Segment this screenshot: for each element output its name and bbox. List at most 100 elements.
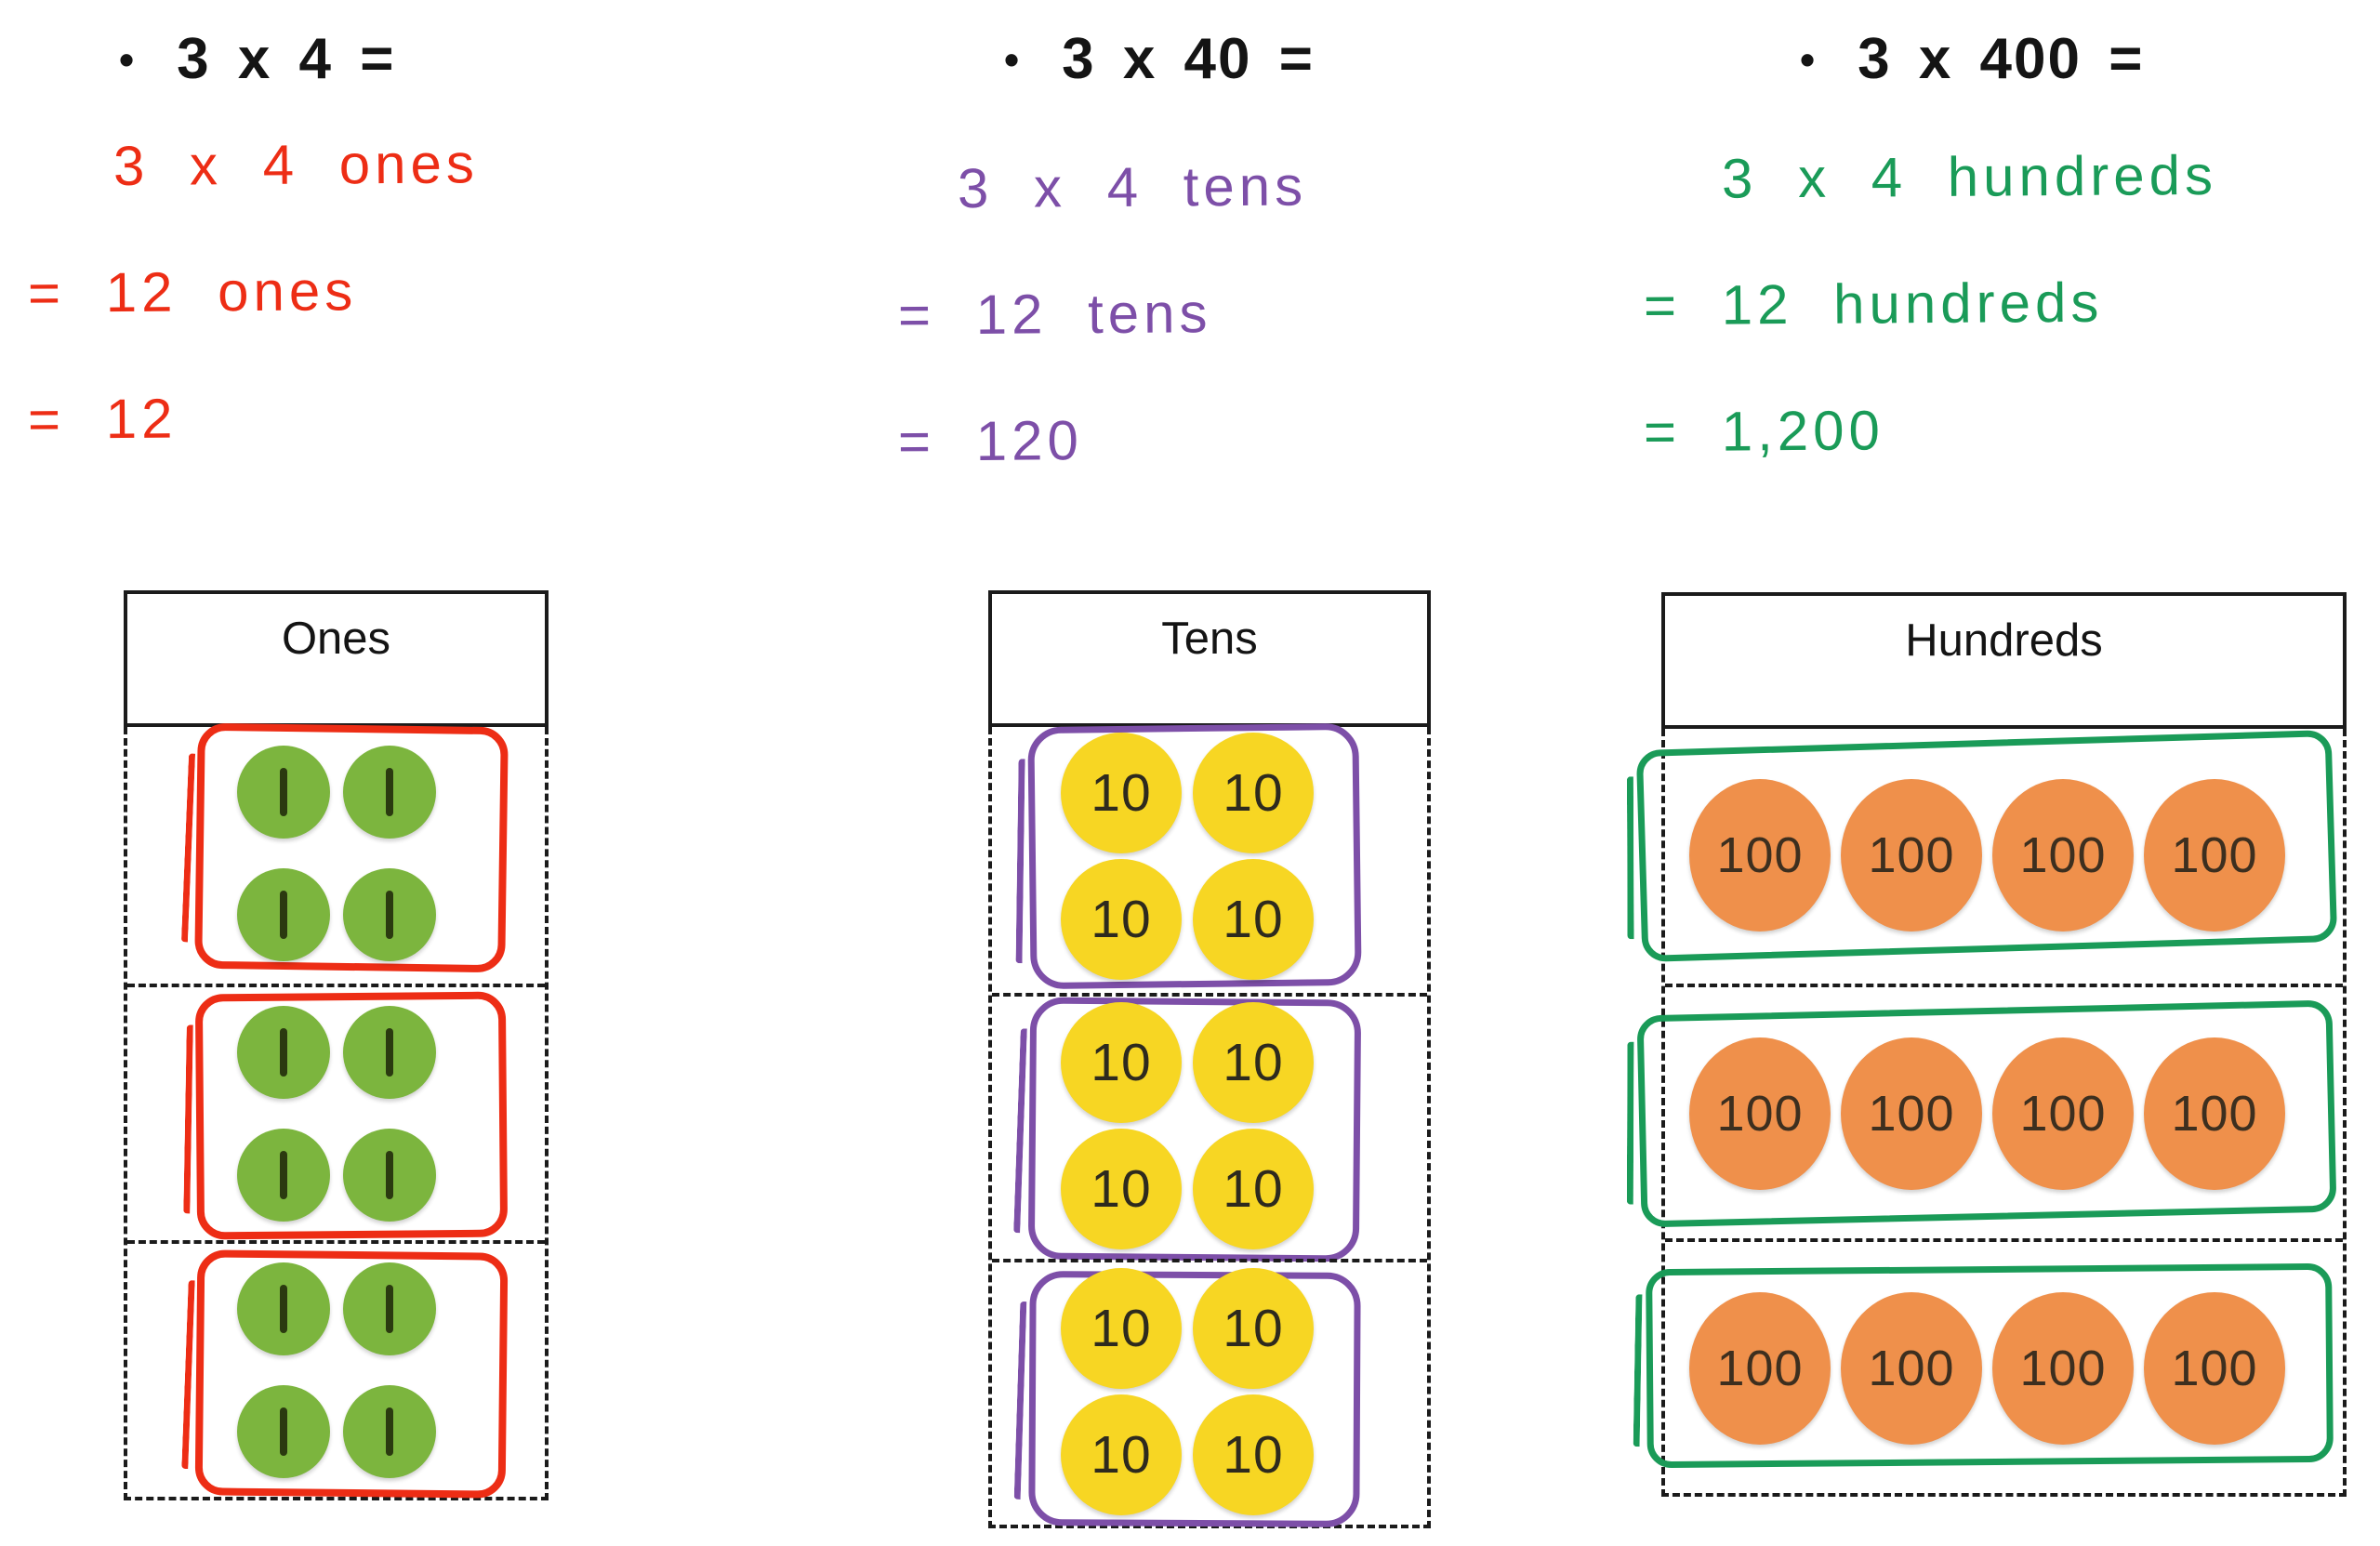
tens-disc: 10	[1193, 1129, 1314, 1249]
disc-group: 10 10 10 10	[1061, 1002, 1314, 1249]
ones-disc	[343, 1006, 436, 1099]
chart-body: 100 100 100 100 100 100 100 100 100 100 100 100	[1635, 729, 2347, 1497]
disc-value-mark	[386, 1407, 393, 1456]
tens-disc: 10	[1061, 1002, 1182, 1123]
disc-group	[237, 1006, 436, 1222]
disc-group: 100 100 100 100	[1689, 779, 2285, 932]
disc-group: 10 10 10 10	[1061, 733, 1314, 980]
disc-label: 100	[1716, 827, 1804, 883]
hundreds-disc: 100	[1689, 779, 1831, 932]
hundreds-disc: 100	[1841, 779, 1982, 932]
hundreds-disc: 100	[1841, 1037, 1982, 1190]
tens-disc: 10	[1061, 1268, 1182, 1389]
chart-row: 100 100 100 100	[1636, 984, 2343, 1238]
tens-disc: 10	[1193, 733, 1314, 853]
tens-disc: 10	[1061, 859, 1182, 980]
disc-label: 100	[1868, 827, 1955, 883]
tens-disc: 10	[1061, 733, 1182, 853]
disc-label: 10	[1091, 1425, 1152, 1485]
chart-header: Hundreds	[1661, 592, 2347, 729]
equation-tens: • 3 x 40 =	[1004, 26, 1315, 92]
disc-label: 10	[1223, 890, 1284, 949]
disc-label: 10	[1091, 1033, 1152, 1092]
hundreds-disc: 100	[1689, 1292, 1831, 1445]
work-line: = 120	[897, 408, 1084, 473]
disc-group: 10 10 10 10	[1061, 1268, 1314, 1515]
tens-disc: 10	[1193, 1002, 1314, 1123]
disc-label: 100	[2171, 1341, 2258, 1396]
hundreds-disc: 100	[2144, 779, 2285, 932]
bullet-icon: •	[1800, 34, 1818, 84]
chart-row: 10 10 10 10	[992, 1259, 1427, 1527]
disc-value-mark	[386, 891, 393, 939]
disc-label: 10	[1223, 1425, 1284, 1485]
disc-value-mark	[280, 1285, 287, 1333]
tens-disc: 10	[1061, 1394, 1182, 1515]
work-line: = 12	[27, 387, 178, 451]
disc-label: 10	[1223, 1299, 1284, 1358]
ones-disc	[237, 868, 330, 961]
disc-label: 10	[1223, 763, 1284, 823]
hundreds-disc: 100	[1689, 1037, 1831, 1190]
disc-label: 100	[2171, 1086, 2258, 1142]
ones-disc	[343, 1262, 436, 1355]
disc-group: 100 100 100 100	[1689, 1037, 2285, 1190]
hundreds-disc: 100	[2144, 1037, 2285, 1190]
ones-disc	[343, 1385, 436, 1478]
disc-value-mark	[280, 1028, 287, 1077]
disc-value-mark	[386, 768, 393, 816]
equation-text: 3 x 4 =	[177, 27, 396, 91]
disc-value-mark	[280, 1151, 287, 1199]
ones-disc	[343, 1129, 436, 1222]
disc-label: 10	[1091, 1159, 1152, 1219]
chart-row: 10 10 10 10	[992, 722, 1427, 993]
bullet-icon: •	[1004, 34, 1022, 84]
handwritten-work-tens: 3 x 4 tens = 12 tens = 120	[897, 124, 1308, 503]
chart-row: 100 100 100 100	[1635, 729, 2343, 984]
bullet-icon: •	[119, 34, 137, 84]
disc-label: 100	[2019, 1341, 2107, 1396]
disc-value-mark	[386, 1151, 393, 1199]
disc-label: 100	[1868, 1086, 1955, 1142]
chart-row	[127, 1240, 545, 1499]
disc-group	[237, 1262, 436, 1478]
ones-disc	[343, 746, 436, 839]
chart-header: Ones	[124, 590, 549, 727]
ones-disc	[237, 1129, 330, 1222]
equation-text: 3 x 40 =	[1062, 27, 1315, 91]
handwritten-work-ones: 3 x 4 ones = 12 ones = 12	[28, 101, 479, 481]
disc-group: 100 100 100 100	[1689, 1292, 2285, 1445]
disc-label: 10	[1091, 890, 1152, 949]
work-line: = 12 hundreds	[1643, 271, 2104, 337]
equation-text: 3 x 400 =	[1858, 27, 2145, 91]
disc-label: 100	[2171, 827, 2258, 883]
equation-ones: • 3 x 4 =	[119, 26, 395, 92]
chart-row	[127, 984, 545, 1240]
ones-disc	[237, 1262, 330, 1355]
disc-label: 100	[2019, 827, 2107, 883]
disc-group	[237, 746, 436, 961]
chart-body: 10 10 10 10 10 10 10 10 10 10 10 10	[988, 722, 1431, 1528]
equation-hundreds: • 3 x 400 =	[1800, 26, 2144, 92]
chart-body	[124, 722, 549, 1500]
hundreds-disc: 100	[1841, 1292, 1982, 1445]
disc-value-mark	[280, 891, 287, 939]
disc-label: 10	[1223, 1033, 1284, 1092]
chart-row	[127, 722, 545, 984]
disc-value-mark	[280, 1407, 287, 1456]
disc-value-mark	[280, 768, 287, 816]
work-line: = 12 tens	[897, 281, 1212, 347]
handwritten-work-hundreds: 3 x 4 hundreds = 12 hundreds = 1,200	[1644, 113, 2217, 493]
work-line: = 1,200	[1643, 398, 1885, 463]
disc-value-mark	[386, 1028, 393, 1077]
work-line: 3 x 4 tens	[957, 153, 1308, 219]
place-value-chart-tens: Tens 10 10 10 10 10 10 10 10 10 10 10 10	[988, 590, 1431, 1528]
disc-label: 100	[1716, 1086, 1804, 1142]
work-line: 3 x 4 ones	[112, 131, 480, 197]
hundreds-disc: 100	[1992, 779, 2134, 932]
disc-label: 100	[1716, 1341, 1804, 1396]
work-line: 3 x 4 hundreds	[1721, 143, 2218, 210]
place-value-chart-hundreds: Hundreds 100 100 100 100 100 100 100 100 100 100 1…	[1635, 592, 2347, 1497]
hundreds-disc: 100	[1992, 1037, 2134, 1190]
tens-disc: 10	[1193, 1394, 1314, 1515]
